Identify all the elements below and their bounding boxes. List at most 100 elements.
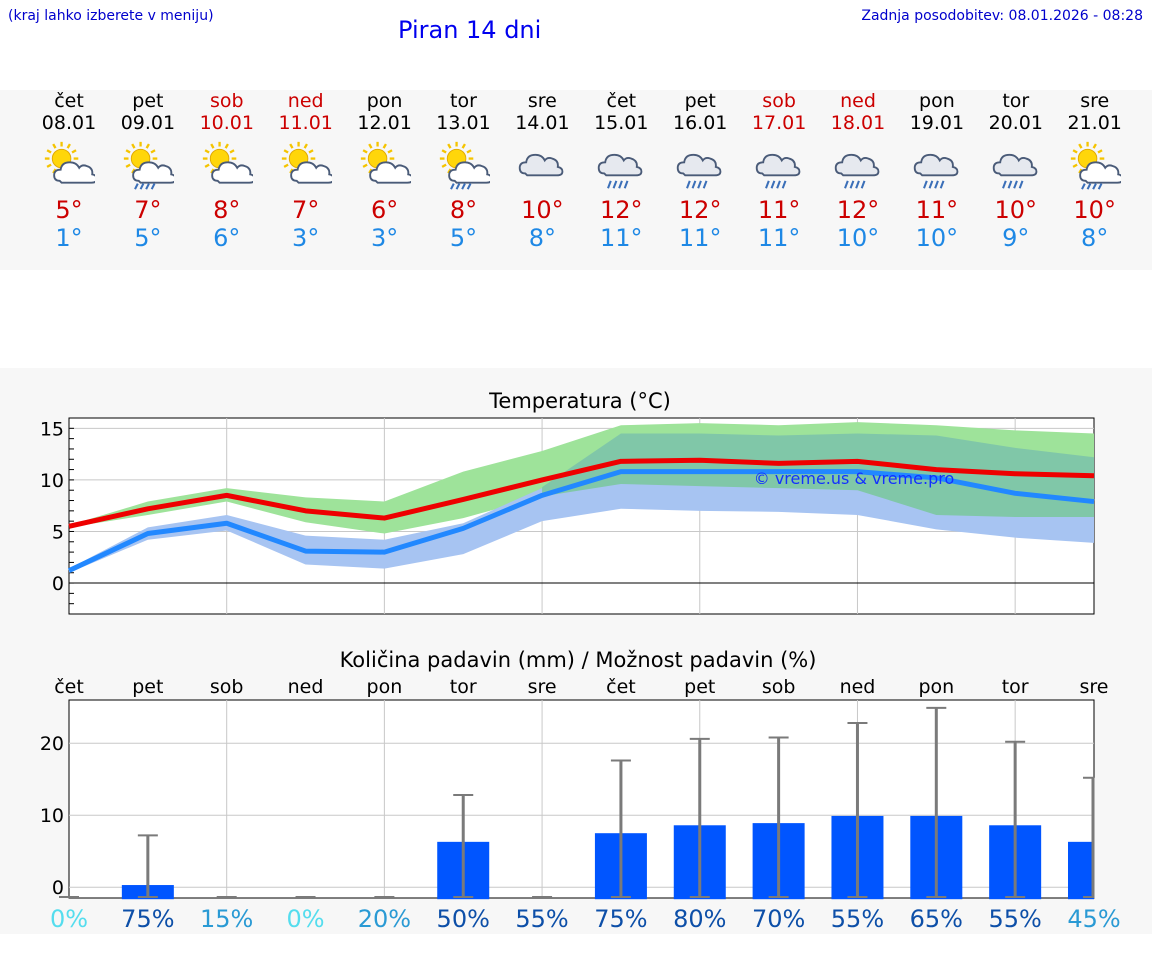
x-category-label: čet [606,676,636,698]
watermark: © vreme.us & vreme.pro [754,469,955,488]
sun-cloud-rain-icon [122,140,177,192]
x-category-label: pon [367,676,403,698]
sun-cloud-icon [359,140,414,192]
day-date: 21.01 [1067,112,1122,134]
precipitation-bar [1068,841,1094,900]
y-tick-label: 15 [40,418,64,440]
day-name: pon [919,90,955,112]
x-category-label: pet [684,676,715,698]
day-name: sob [762,90,796,112]
page-title: Piran 14 dni [398,16,542,44]
x-category-label: tor [1002,676,1029,698]
max-temperature: 8° [213,196,241,224]
day-date: 15.01 [594,112,649,134]
min-temperature: 8° [528,224,557,252]
cloud-rain-icon [753,140,805,192]
temperature-chart-panel: Temperatura (°C) 0 5 10 15 © vreme.us & vreme… [0,368,1152,634]
day-date: 17.01 [751,112,807,134]
precipitation-chance: 15% [200,905,253,933]
min-temperature: 11° [757,224,801,252]
day-column: čet 08.01 5° 1° [29,90,109,252]
x-category-label: sre [1080,676,1109,698]
day-column: ned 18.01 12° 10° [818,90,898,252]
day-column: tor 20.01 10° 9° [976,90,1056,252]
x-category-label: pet [132,676,163,698]
day-column: tor 13.01 8° 5° [424,90,504,252]
day-column: pon 19.01 11° 10° [897,90,977,252]
temperature-chart: Temperatura (°C) 0 5 10 15 © vreme.us & vreme… [40,389,1095,615]
precipitation-chance: 80% [673,905,726,933]
day-column: sre 21.01 10° 8° [1055,90,1135,252]
chart-title: Količina padavin (mm) / Možnost padavin … [340,648,817,672]
precipitation-chance: 75% [594,905,647,933]
y-tick-label: 5 [52,521,64,543]
min-temperature: 8° [1081,224,1109,252]
y-tick-label: 10 [40,470,64,492]
cloud-rain-icon [674,140,726,192]
min-temperature: 9° [1002,224,1030,252]
min-temperature: 11° [678,224,722,252]
min-temperature: 11° [600,224,643,252]
max-temperature: 7° [134,196,162,224]
day-date: 19.01 [909,112,965,134]
spacer-band [0,270,1152,369]
sun-cloud-icon [280,140,335,192]
day-date: 08.01 [41,112,97,134]
day-date: 09.01 [120,112,176,134]
precipitation-chance: 45% [1067,905,1120,933]
max-temperature: 10° [994,196,1038,224]
day-date: 20.01 [988,112,1043,134]
location-hint: (kraj lahko izberete v meniju) [8,8,214,24]
max-temperature-line [68,457,1095,529]
min-temperature: 3° [292,224,320,252]
precipitation-chance: 55% [988,905,1041,933]
day-date: 12.01 [357,112,412,134]
max-temperature: 10° [1073,196,1116,224]
precipitation-chance: 50% [437,905,490,933]
min-temperature-line [67,469,1095,573]
day-column: pet 16.01 12° 11° [660,90,740,252]
precipitation-chance: 55% [831,905,884,933]
y-tick-label: 20 [40,733,64,755]
overlap-band [542,433,1094,518]
day-name: sob [210,90,244,112]
x-category-label: sob [762,676,796,698]
min-range-band [69,467,1094,573]
min-temperature: 3° [370,224,399,252]
max-temperature: 11° [757,196,801,224]
max-temperature: 7° [292,196,320,224]
max-temperature: 6° [370,196,399,224]
min-temperature: 1° [55,224,83,252]
day-column: sre 14.01 10° 8° [502,90,582,252]
day-name: tor [450,90,477,112]
cloud-rain-icon [595,140,647,192]
x-category-label: čet [54,676,84,698]
day-column: pon 12.01 6° 3° [345,90,425,252]
y-tick-label: 10 [40,805,64,827]
x-category-label: ned [840,676,876,698]
cloud-rain-icon [832,140,884,192]
precipitation-chance: 75% [121,905,174,933]
chart-title: Temperatura (°C) [488,389,671,413]
day-date: 13.01 [436,112,491,134]
y-tick-label: 0 [52,573,64,595]
precipitation-chance: 20% [358,905,411,933]
y-tick-label: 0 [52,877,64,899]
x-category-label: tor [450,676,477,698]
sun-cloud-icon [43,140,98,192]
max-temperature: 5° [55,196,83,224]
day-date: 18.01 [830,112,886,134]
max-temperature: 10° [521,196,564,224]
max-temperature: 12° [836,196,880,224]
max-temperature: 12° [678,196,722,224]
max-temperature: 11° [915,196,959,224]
precipitation-chart-panel: Količina padavin (mm) / Možnost padavin … [0,634,1152,934]
day-column: ned 11.01 7° 3° [266,90,346,252]
precipitation-chance: 70% [752,905,805,933]
sun-cloud-rain-icon [1069,140,1124,192]
day-column: pet 09.01 7° 5° [108,90,188,252]
cloud-rain-icon [990,140,1042,192]
precipitation-chart: Količina padavin (mm) / Možnost padavin … [40,648,1121,933]
day-column: sob 17.01 11° 11° [739,90,819,252]
last-updated: Zadnja posodobitev: 08.01.2026 - 08:28 [861,8,1143,24]
